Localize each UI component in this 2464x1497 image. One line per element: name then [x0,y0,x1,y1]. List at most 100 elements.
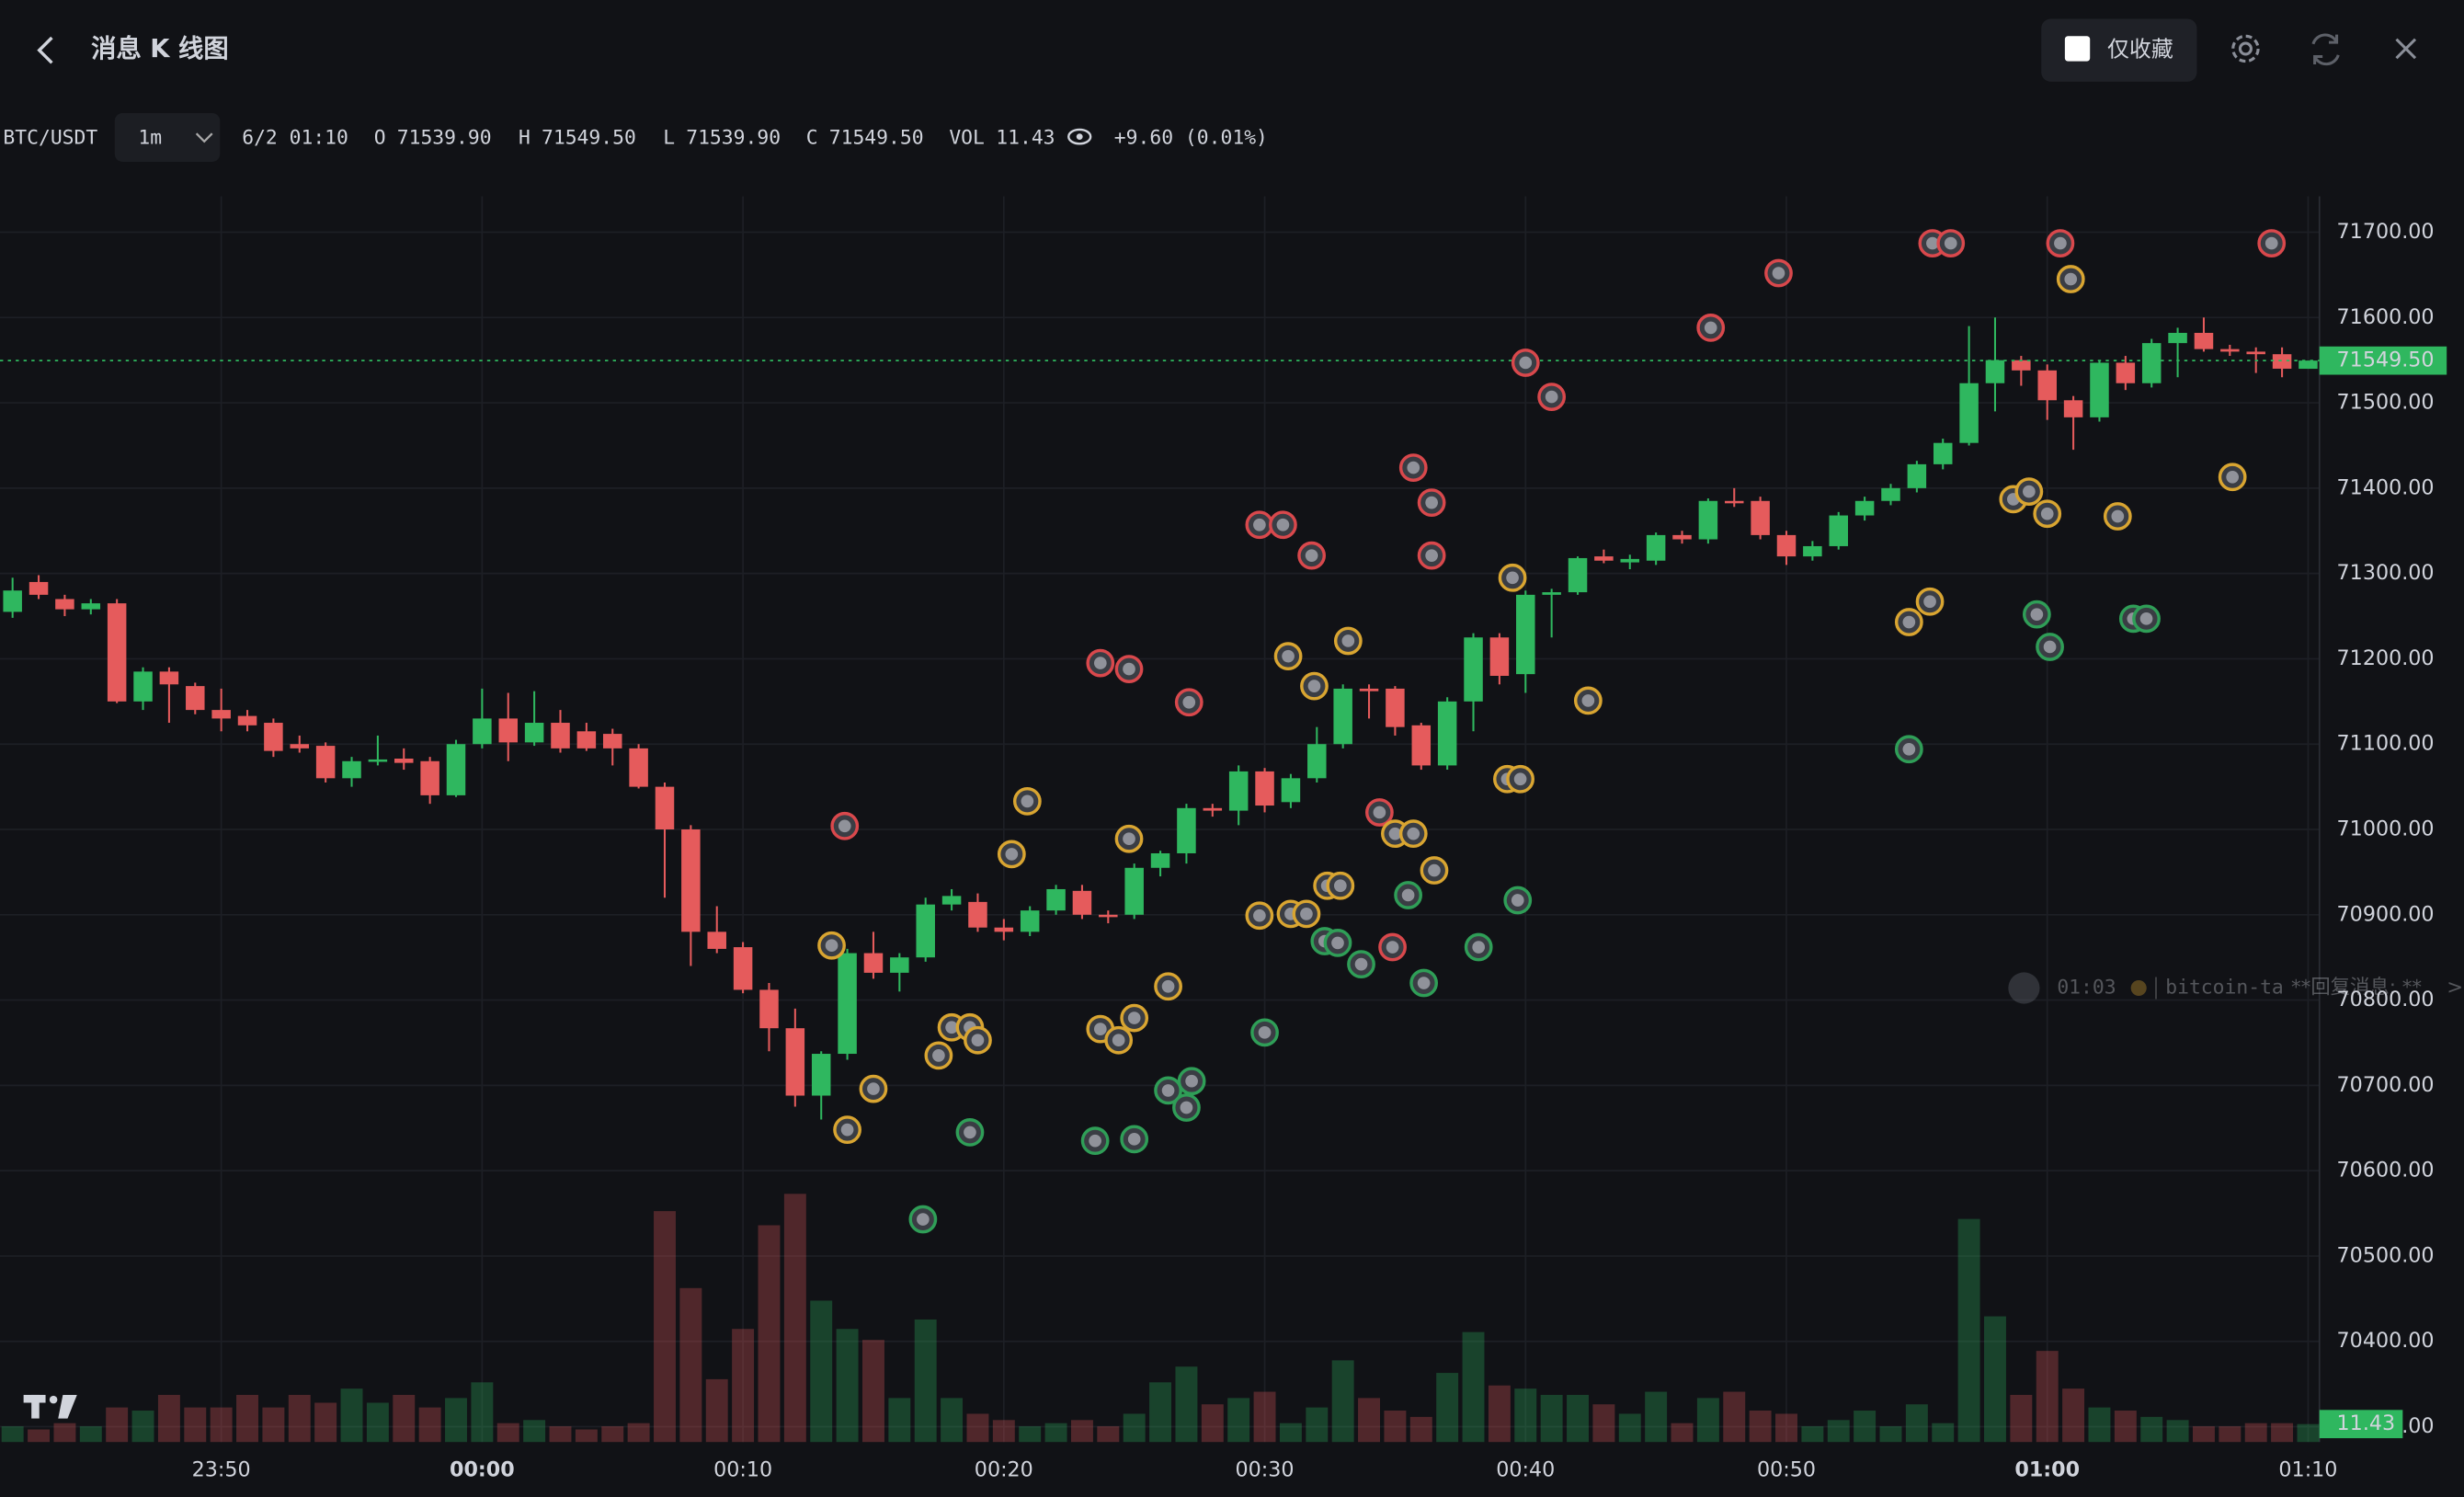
volume-bar [1384,1411,1407,1443]
message-avatar [1307,680,1321,692]
volume-bar [340,1388,363,1443]
volume-bar [131,1411,154,1443]
volume-bar [862,1340,884,1443]
volume-bar [2114,1411,2137,1443]
close-button[interactable] [2395,38,2417,60]
volume-bar [1592,1404,1615,1443]
x-tick-label: 00:10 [713,1457,772,1481]
candle-body [916,904,935,958]
message-avatar [1089,1134,1101,1148]
volume-bar [1149,1382,1172,1443]
volume-bar [1749,1411,1772,1443]
volume-bar [1436,1373,1459,1443]
volume-bar [523,1420,546,1443]
candle-body [994,927,1014,932]
y-tick-label: 70500.00 [2337,1243,2435,1267]
candle-body [1646,534,1666,561]
candle-body [1255,771,1274,806]
message-avatar [2111,509,2125,523]
volume-bar [2219,1426,2242,1443]
candle-body [264,723,283,751]
message-avatar [2023,485,2036,498]
x-tick-label: 00:20 [975,1457,1033,1481]
favorites-toggle[interactable] [2041,18,2197,82]
candle-body [1672,534,1692,540]
refresh-button[interactable] [2311,33,2340,66]
y-tick-label: 71600.00 [2337,305,2435,329]
message-avatar [1282,649,1295,663]
candle-body [2037,370,2057,401]
message-avatar [1425,549,1438,562]
volume-bar [1227,1398,1250,1443]
volume-bar [184,1407,207,1443]
volume-bar [966,1413,989,1443]
candle-body [551,723,570,748]
volume-bar [705,1378,728,1443]
candle-body [524,723,544,743]
volume-bar [2271,1423,2294,1443]
candle-body [2116,362,2136,383]
y-tick-label: 70400.00 [2337,1329,2435,1353]
message-avatar [945,1021,958,1034]
volume-bar [2088,1407,2111,1443]
volume-bar [1723,1391,1746,1443]
candle-body [1933,442,1953,464]
volume-bar [941,1398,964,1443]
candle-body [1881,487,1900,501]
candle-body [1959,383,1979,443]
y-tick-label: 70900.00 [2337,902,2435,926]
eye-icon[interactable] [1067,128,1092,145]
candle-body [785,1028,805,1096]
volume-bar [106,1407,129,1443]
candle-body [211,710,231,719]
volume-bar [1645,1391,1668,1443]
message-avatar [867,1082,880,1095]
message-avatar [2064,272,2078,286]
message-avatar [1180,1101,1193,1114]
message-avatar [1704,321,1717,335]
message-avatar [1902,615,1916,629]
message-avatar [1388,827,1402,840]
checkbox[interactable] [2064,36,2091,62]
message-avatar [838,819,851,833]
candle-body [29,581,49,595]
volume-bar [1044,1423,1067,1443]
message-avatar [1772,267,1785,280]
volume-bar [2140,1416,2163,1443]
candle-body [890,957,909,973]
candle-body [159,671,179,685]
legend-value: 11.43 [996,126,1055,149]
back-button[interactable] [37,36,53,64]
volume-bar [575,1429,598,1443]
candle-body [1177,807,1196,853]
candle-body [1124,867,1144,915]
interval-select[interactable] [114,112,221,162]
settings-button[interactable] [2231,34,2260,63]
legend-time: 6/2 01:10 [242,126,348,149]
y-tick-label: 71300.00 [2337,561,2435,585]
candle-body [707,931,726,949]
message-avatar [2030,608,2044,622]
volume-bar [2192,1426,2215,1443]
x-tick-label: 00:30 [1236,1457,1295,1481]
message-avatar [1373,806,1386,819]
candle-body [681,829,701,932]
volume-bar [1,1426,24,1443]
message-avatar [1185,1074,1198,1088]
volume-bar [1984,1316,2006,1443]
message-avatar [1123,662,1135,676]
message-preview: 01:03 bitcoin-ta **回复消息: ** > [2008,972,2463,1004]
volume-bar [1175,1366,1198,1443]
candle-body [1776,534,1797,557]
legend-key: H [519,126,530,149]
candle-body [1854,500,1875,516]
candle-body [1020,910,1040,932]
candle-body [2063,400,2083,417]
candle-body [576,731,597,748]
message-avatar [1021,794,1034,808]
candle-body [315,746,336,779]
candle-body [1464,637,1483,702]
message-avatar [1923,595,1936,609]
candle-body [133,671,153,702]
